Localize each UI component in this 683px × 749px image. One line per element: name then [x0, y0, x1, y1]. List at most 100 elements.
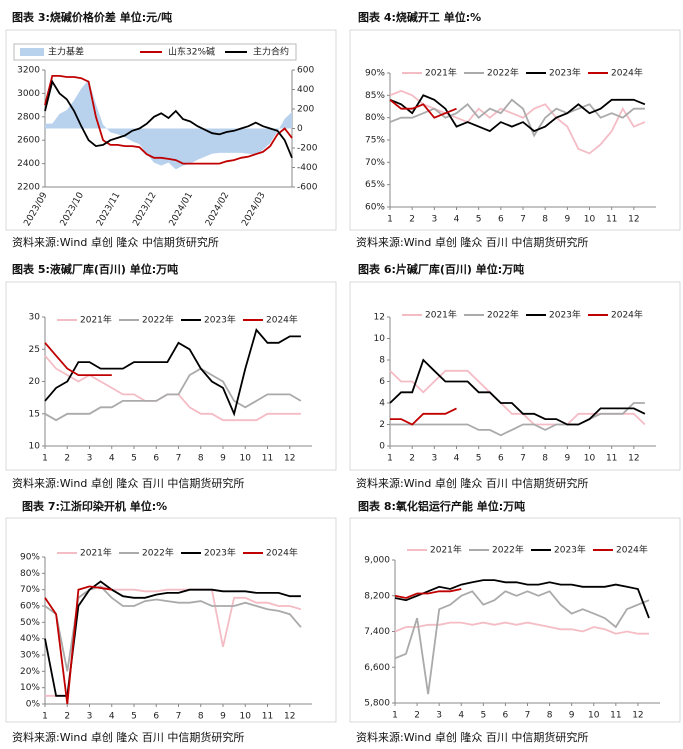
legend-label: 2022年 [142, 314, 174, 326]
y-tick-label: 80% [20, 569, 40, 579]
y-tick-label: 7,400 [364, 627, 390, 637]
x-tick-label: 4 [454, 454, 460, 464]
y2-tick-label: -400 [297, 163, 318, 173]
source-note: 资料来源:Wind 卓创 隆众 百川 中信期货研究所 [356, 476, 588, 490]
x-tick-label: 2 [64, 712, 70, 722]
x-tick-label: 5 [131, 454, 137, 464]
legend-label: 2021年 [80, 314, 112, 326]
x-tick-label: 11 [606, 215, 617, 225]
legend-label: 2023年 [554, 544, 586, 556]
line [44, 79, 293, 159]
y-tick-label: 2200 [17, 183, 40, 193]
source-note: 资料来源:Wind 卓创 隆众 中信期货研究所 [12, 235, 219, 249]
x-tick-label: 12 [284, 712, 295, 722]
x-tick-label: 1 [387, 215, 393, 225]
y-tick-label: 2400 [17, 159, 40, 169]
y-tick-label: 25 [29, 345, 40, 355]
legend-label: 2024年 [611, 309, 643, 321]
line [389, 99, 457, 119]
y-tick-label: 90% [365, 69, 385, 79]
y-tick-label: 2800 [17, 112, 40, 122]
x-tick-label: 2 [409, 215, 415, 225]
y-tick-label: 2600 [17, 136, 40, 146]
x-tick-label: 11 [262, 712, 273, 722]
y-tick-label: 90% [20, 553, 40, 563]
x-tick-label: 6 [153, 712, 159, 722]
panel-frame [349, 517, 681, 723]
x-tick-label: 6 [498, 454, 504, 464]
y-tick-label: 10 [374, 334, 386, 344]
line [390, 402, 645, 437]
legend-label: 2023年 [204, 314, 236, 326]
y-tick-label: 5,800 [364, 699, 390, 709]
x-tick-label: 5 [480, 711, 486, 721]
x-tick-label: 7 [176, 454, 182, 464]
y-tick-label: 0 [379, 442, 385, 452]
legend-label: 2022年 [492, 544, 524, 556]
y-tick-label: 60% [20, 602, 40, 612]
line [44, 342, 112, 376]
chart-title: 图表 3:烧碱价格价差 单位:元/吨 [12, 10, 172, 24]
x-tick-label: 3 [87, 454, 93, 464]
x-tick-label: 8 [542, 215, 548, 225]
source-note: 资料来源:Wind 卓创 隆众 百川 中信期货研究所 [356, 235, 588, 249]
panel-frame [5, 281, 337, 471]
x-tick-label: 8 [542, 454, 548, 464]
line [44, 580, 301, 697]
y2-tick-label: 600 [297, 66, 314, 76]
x-tick-label: 7 [525, 711, 531, 721]
x-tick-label: 11 [610, 711, 621, 721]
y-tick-label: 8,200 [364, 591, 390, 601]
x-tick-label: 8 [198, 712, 204, 722]
line [390, 407, 457, 426]
x-tick-label: 5 [476, 454, 482, 464]
x-tick-label: 7 [520, 454, 526, 464]
y-tick-label: 3000 [17, 89, 40, 99]
y-tick-label: 10 [29, 442, 41, 452]
y-tick-label: 20 [29, 377, 41, 387]
x-tick-label: 8 [547, 711, 553, 721]
y-tick-label: 0% [26, 700, 41, 710]
y-tick-label: 30% [20, 651, 40, 661]
legend-label: 主力合约 [253, 46, 289, 58]
panel-frame [349, 29, 681, 231]
x-tick-label: 9 [564, 215, 570, 225]
legend-label: 2024年 [266, 314, 298, 326]
x-tick-label: 2 [64, 454, 70, 464]
x-tick-label: 11 [606, 454, 617, 464]
x-tick-label: 3 [87, 712, 93, 722]
legend-label: 2023年 [549, 67, 581, 79]
x-tick-label: 7 [520, 215, 526, 225]
x-tick-label: 9 [569, 711, 575, 721]
y-tick-label: 80% [365, 113, 385, 123]
line [44, 328, 301, 417]
panel-frame [5, 29, 337, 231]
line [44, 75, 293, 165]
x-tick-label: 8 [198, 454, 204, 464]
chart-title: 图表 8:氧化铝运行产能 单位:万吨 [358, 499, 525, 513]
y2-tick-label: 0 [297, 124, 303, 134]
legend-label: 2022年 [487, 309, 519, 321]
y2-tick-label: -600 [297, 183, 318, 193]
x-tick-label: 5 [476, 215, 482, 225]
x-tick-label: 12 [628, 454, 639, 464]
line [44, 367, 302, 422]
legend-label: 2022年 [487, 67, 519, 79]
x-tick-label: 1 [392, 711, 398, 721]
line [389, 358, 646, 426]
legend-label: 2024年 [616, 544, 648, 556]
y2-tick-label: 200 [297, 105, 314, 115]
x-tick-label: 4 [109, 712, 115, 722]
panel-frame [349, 281, 681, 471]
legend-label: 主力基差 [48, 46, 84, 58]
y2-tick-label: 400 [297, 85, 314, 95]
x-tick-label: 3 [436, 711, 442, 721]
x-tick-label: 1 [42, 454, 48, 464]
line [394, 579, 650, 619]
legend-swatch [20, 48, 44, 56]
line [389, 94, 646, 133]
line [389, 89, 646, 155]
line [394, 590, 650, 695]
panel-frame [5, 517, 337, 723]
